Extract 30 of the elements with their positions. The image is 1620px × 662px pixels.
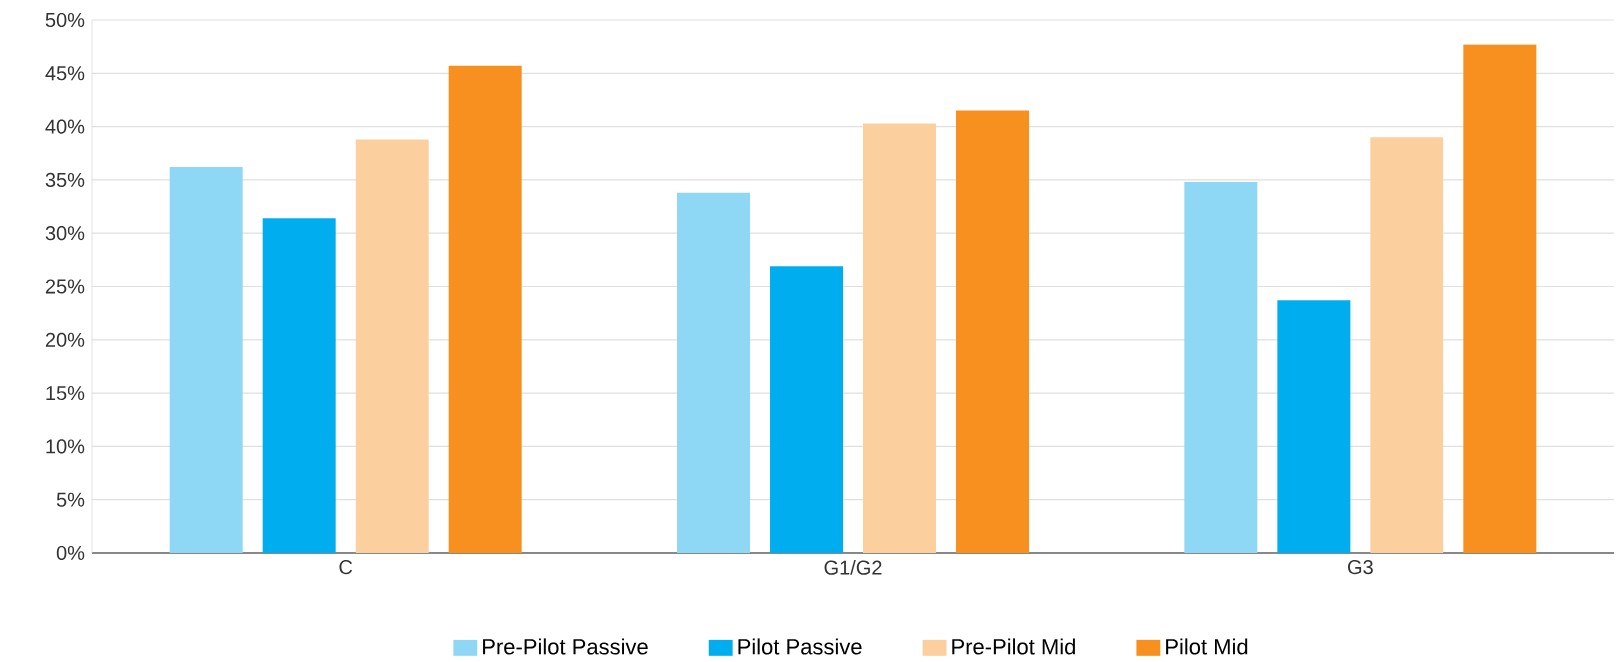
y-tick-label: 40% — [45, 119, 85, 134]
bar — [1463, 44, 1537, 553]
y-tick-label: 10% — [46, 439, 85, 454]
bar — [169, 167, 243, 553]
x-tick-label: C — [339, 560, 353, 575]
bar — [770, 266, 844, 553]
y-tick-label: 25% — [45, 279, 85, 294]
bar — [262, 218, 336, 553]
y-tick-label: 20% — [45, 332, 85, 347]
y-tick-label: 35% — [45, 172, 85, 187]
x-tick-label: G1/G2 — [824, 560, 882, 575]
y-tick-label: 50% — [45, 12, 85, 28]
bar — [677, 192, 751, 553]
y-tick-label: 0% — [56, 545, 85, 561]
bar — [355, 139, 429, 553]
bar — [863, 123, 937, 553]
legend-label: Pilot Passive — [738, 638, 862, 655]
y-tick-label: 5% — [56, 492, 85, 507]
bar — [1277, 300, 1351, 553]
y-tick-label: 45% — [45, 66, 85, 81]
bar — [956, 110, 1030, 553]
legend-label: Pilot Mid — [1166, 638, 1248, 655]
bar — [448, 65, 522, 553]
legend-label: Pre-Pilot Mid — [952, 638, 1075, 655]
legend-label: Pre-Pilot Passive — [483, 638, 648, 655]
y-tick-label: 15% — [46, 386, 85, 401]
bar — [1184, 182, 1258, 553]
x-tick-label: G3 — [1348, 560, 1373, 575]
bar — [1370, 137, 1444, 553]
y-tick-label: 30% — [45, 226, 85, 241]
